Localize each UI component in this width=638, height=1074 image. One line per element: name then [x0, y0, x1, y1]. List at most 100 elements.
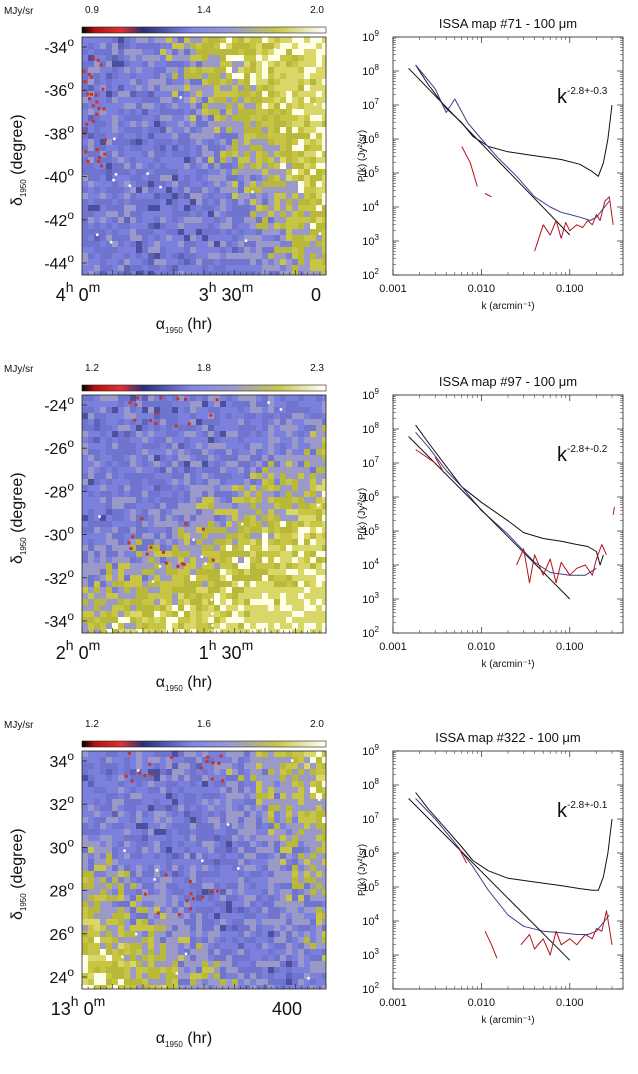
map-cell	[166, 623, 172, 629]
map-cell	[124, 811, 130, 817]
map-cell	[322, 593, 326, 599]
map-cell	[274, 169, 280, 175]
map-cell	[322, 133, 326, 139]
map-cell	[268, 455, 274, 461]
map-cell	[256, 49, 262, 55]
map-cell	[154, 133, 160, 139]
map-cell	[160, 199, 166, 205]
map-cell	[88, 823, 94, 829]
map-cell	[304, 169, 310, 175]
map-cell	[262, 889, 268, 895]
map-cell	[130, 623, 136, 629]
map-cell	[106, 133, 112, 139]
map-cell	[178, 205, 184, 211]
map-cell	[148, 751, 154, 757]
map-cell	[202, 533, 208, 539]
map-cell	[226, 73, 232, 79]
map-cell	[106, 485, 112, 491]
map-cell	[196, 581, 202, 587]
map-cell	[268, 401, 274, 407]
map-cell	[232, 569, 238, 575]
map-cell	[190, 883, 196, 889]
map-cell	[94, 847, 100, 853]
map-cell	[280, 805, 286, 811]
map-cell	[268, 217, 274, 223]
map-cell	[202, 407, 208, 413]
map-cell	[298, 605, 304, 611]
map-cell	[118, 431, 124, 437]
map-cell	[94, 805, 100, 811]
map-cell	[274, 527, 280, 533]
map-cell	[124, 37, 130, 43]
map-cell	[280, 169, 286, 175]
map-cell	[298, 515, 304, 521]
map-cell	[286, 557, 292, 563]
map-cell	[112, 401, 118, 407]
map-cell	[256, 401, 262, 407]
map-cell	[100, 823, 106, 829]
map-cell	[178, 401, 184, 407]
map-cell	[196, 605, 202, 611]
map-cell	[190, 539, 196, 545]
map-cell	[106, 805, 112, 811]
map-cell	[226, 91, 232, 97]
map-cell	[214, 127, 220, 133]
map-cell	[244, 485, 250, 491]
map-cell	[124, 205, 130, 211]
y-tick-value: -28	[44, 484, 67, 501]
map-cell	[100, 425, 106, 431]
map-cell	[220, 419, 226, 425]
map-cell	[124, 193, 130, 199]
map-cell	[82, 617, 88, 623]
map-cell	[262, 407, 268, 413]
map-cell	[274, 581, 280, 587]
map-cell	[118, 575, 124, 581]
map-cell	[214, 623, 220, 629]
map-cell	[190, 211, 196, 217]
map-cell	[256, 757, 262, 763]
map-cell	[88, 253, 94, 259]
map-cell	[238, 805, 244, 811]
x-tick-hours: 3	[199, 285, 209, 305]
map-cell	[82, 247, 88, 253]
map-cell	[202, 401, 208, 407]
map-cell	[130, 67, 136, 73]
map-cell	[226, 109, 232, 115]
map-cell	[88, 187, 94, 193]
map-cell	[88, 437, 94, 443]
map-cell	[274, 109, 280, 115]
map-cell	[274, 847, 280, 853]
map-cell	[196, 853, 202, 859]
map-cell	[172, 515, 178, 521]
y-axis-symbol: δ	[9, 197, 26, 206]
map-cell	[172, 271, 178, 275]
map-cell	[304, 533, 310, 539]
map-cell	[178, 877, 184, 883]
map-cell	[124, 629, 130, 633]
map-cell	[256, 811, 262, 817]
map-cell	[250, 527, 256, 533]
map-cell	[220, 157, 226, 163]
map-cell	[304, 799, 310, 805]
map-cell	[316, 775, 322, 781]
map-cell	[322, 781, 326, 787]
map-cell	[298, 461, 304, 467]
map-cell	[310, 859, 316, 865]
map-cell	[148, 521, 154, 527]
map-cell	[262, 617, 268, 623]
map-cell	[292, 121, 298, 127]
map-cell	[250, 545, 256, 551]
map-cell	[262, 103, 268, 109]
map-cell	[268, 55, 274, 61]
map-cell	[140, 517, 144, 521]
map-cell	[148, 413, 154, 419]
map-cell	[256, 253, 262, 259]
map-cell	[286, 175, 292, 181]
map-cell	[244, 563, 250, 569]
map-cell	[286, 521, 292, 527]
map-cell	[178, 763, 184, 769]
map-cell	[250, 569, 256, 575]
map-cell	[214, 563, 220, 569]
map-cell	[106, 425, 112, 431]
map-cell	[256, 97, 262, 103]
